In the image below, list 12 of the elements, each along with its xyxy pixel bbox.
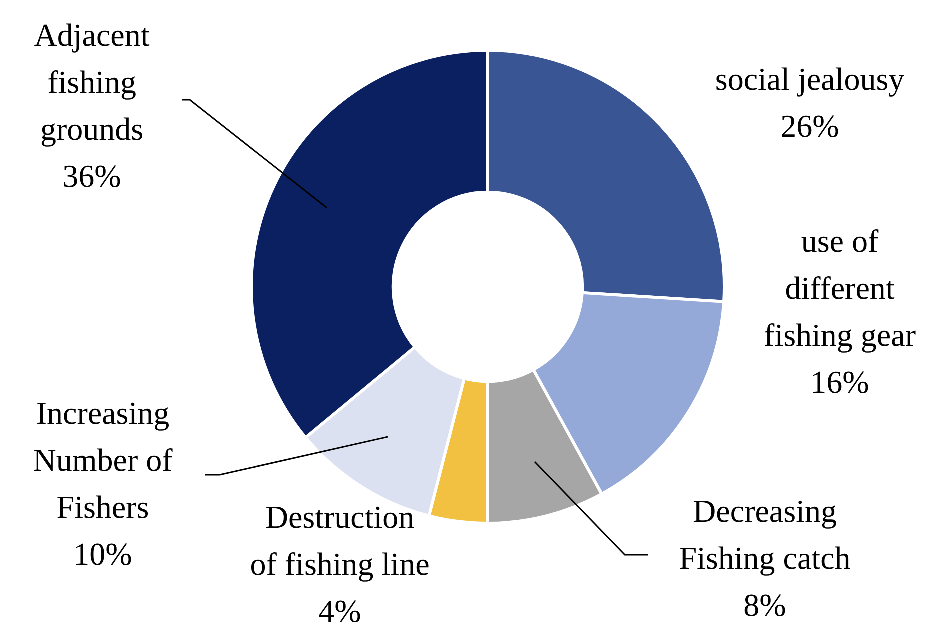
data-label: 8% [744, 587, 786, 623]
slice-label: social jealousy [715, 61, 905, 97]
data-label: 16% [810, 364, 870, 400]
slice-label: Destruction of fishing line [250, 499, 430, 582]
data-label: 4% [318, 593, 362, 624]
slice-label: use of different fishing gear [764, 223, 916, 353]
data-label: 10% [74, 536, 132, 572]
data-label: 36% [62, 158, 122, 194]
slice-label: Adjacent fishing grounds [34, 17, 150, 147]
data-label: 26% [780, 108, 840, 144]
slice-label: Decreasing Fishing catch [679, 493, 851, 576]
slice-label: Increasing Number of Fishers [33, 395, 174, 525]
